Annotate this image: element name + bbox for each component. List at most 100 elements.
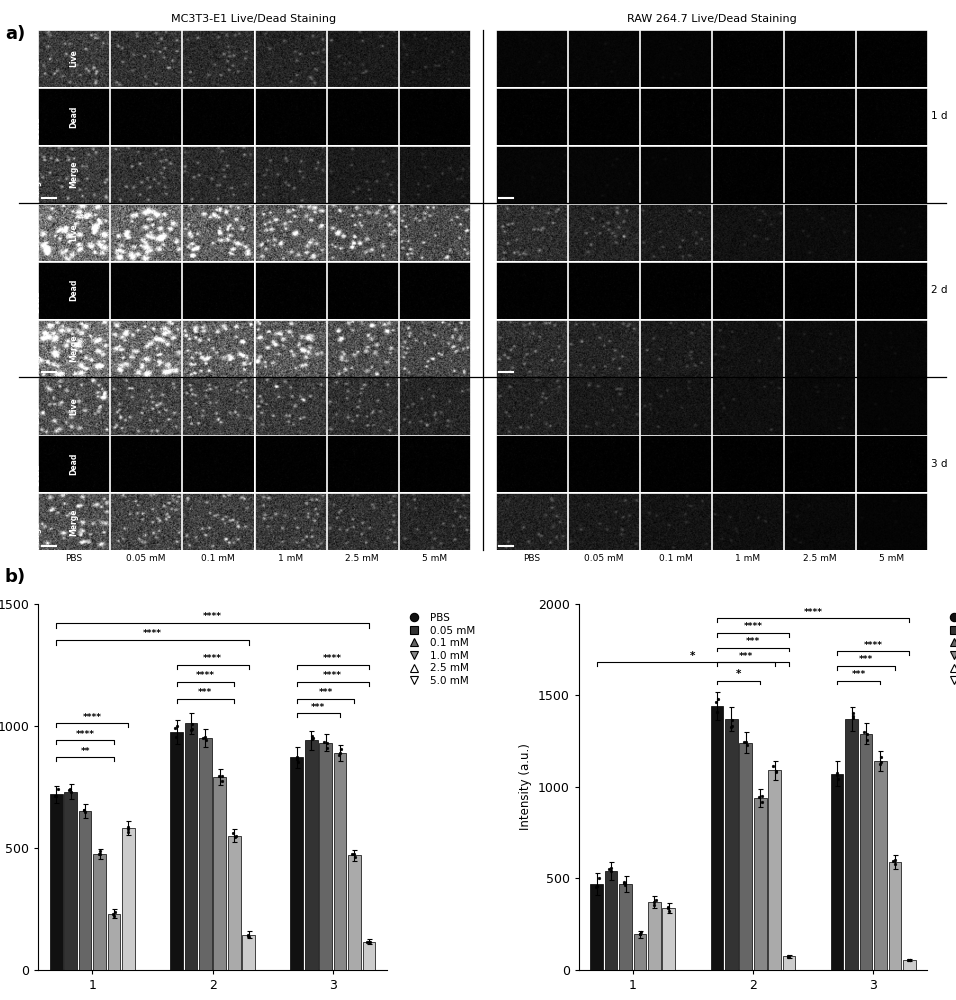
Bar [663, 908, 675, 970]
Y-axis label: Merge: Merge [33, 348, 41, 376]
Text: ****: **** [863, 641, 882, 650]
Point [768, 764, 783, 780]
Y-axis label: Live: Live [33, 232, 41, 250]
Text: 1 d: 1 d [931, 111, 947, 121]
Point [347, 849, 362, 865]
Point [648, 892, 663, 908]
Point [603, 863, 619, 879]
Point [93, 843, 108, 859]
Bar [754, 798, 767, 970]
Point [120, 821, 135, 837]
Bar [591, 884, 603, 970]
Point [346, 846, 361, 862]
Bar [93, 854, 106, 970]
Point [61, 782, 76, 798]
Text: ***: *** [198, 688, 212, 697]
Point [874, 749, 889, 765]
Text: RAW 264.7 Live/Dead Staining: RAW 264.7 Live/Dead Staining [626, 14, 796, 24]
X-axis label: 0.05 mM: 0.05 mM [583, 554, 623, 563]
Point [291, 754, 306, 770]
Bar [769, 770, 781, 970]
Bar [831, 774, 843, 970]
Point [781, 948, 796, 964]
Bar [305, 740, 317, 970]
Bar [888, 862, 902, 970]
Legend: PBS, 0.05 mM, 0.1 mM, 1.0 mM, 2.5 mM, 5.0 mM: PBS, 0.05 mM, 0.1 mM, 1.0 mM, 2.5 mM, 5.… [399, 609, 480, 690]
Point [736, 734, 751, 750]
Bar [122, 828, 135, 970]
Y-axis label: Merge: Merge [33, 174, 41, 202]
Text: 2 d: 2 d [931, 285, 947, 295]
Bar [874, 761, 887, 970]
Point [661, 900, 676, 916]
Point [632, 926, 647, 942]
Point [739, 737, 754, 753]
X-axis label: 1 mM: 1 mM [735, 554, 760, 563]
Point [646, 894, 662, 910]
X-axis label: 0.05 mM: 0.05 mM [126, 554, 165, 563]
Point [289, 749, 304, 765]
Point [334, 741, 349, 757]
Point [724, 719, 739, 735]
Text: ***: *** [318, 688, 333, 697]
Point [319, 735, 335, 751]
Point [332, 747, 347, 763]
Text: ****: **** [203, 612, 222, 621]
Point [617, 874, 632, 890]
Point [603, 860, 619, 876]
Point [661, 899, 676, 915]
Point [725, 718, 740, 734]
X-axis label: PBS: PBS [523, 554, 540, 563]
Point [830, 765, 845, 781]
Point [106, 908, 121, 924]
Bar [725, 719, 738, 970]
Point [305, 731, 320, 747]
Point [199, 732, 214, 748]
Bar [334, 753, 346, 970]
Point [214, 773, 229, 789]
Point [589, 878, 604, 894]
Point [228, 828, 244, 844]
X-axis label: 2.5 mM: 2.5 mM [345, 554, 379, 563]
Point [184, 722, 199, 738]
X-axis label: 0.1 mM: 0.1 mM [659, 554, 692, 563]
X-axis label: 5 mM: 5 mM [422, 554, 446, 563]
Point [92, 846, 107, 862]
Bar [108, 914, 120, 970]
Point [196, 730, 211, 746]
Point [333, 745, 348, 761]
Text: Merge: Merge [69, 334, 78, 362]
Point [845, 710, 860, 726]
Text: ****: **** [83, 713, 102, 722]
Point [781, 949, 796, 965]
Bar [783, 956, 795, 970]
Point [873, 754, 888, 770]
Point [76, 802, 92, 818]
Text: Dead: Dead [69, 105, 78, 128]
Point [887, 852, 902, 868]
Point [900, 952, 915, 968]
Point [887, 856, 902, 872]
Point [185, 716, 200, 732]
Bar [213, 777, 227, 970]
Point [661, 903, 676, 919]
Point [831, 771, 846, 787]
Text: ****: **** [76, 730, 95, 739]
Point [76, 802, 92, 818]
Text: Live: Live [69, 223, 78, 241]
Bar [185, 723, 197, 970]
X-axis label: 1 mM: 1 mM [277, 554, 303, 563]
Point [184, 721, 199, 737]
Text: *: * [736, 669, 741, 679]
X-axis label: 5 mM: 5 mM [880, 554, 904, 563]
Bar [605, 871, 618, 970]
Bar [319, 743, 332, 970]
Point [646, 897, 662, 913]
Bar [228, 836, 241, 970]
Bar [242, 935, 255, 970]
Point [617, 875, 632, 891]
Point [738, 734, 753, 750]
Y-axis label: Merge: Merge [33, 522, 41, 549]
Point [305, 728, 320, 744]
Point [766, 758, 781, 774]
